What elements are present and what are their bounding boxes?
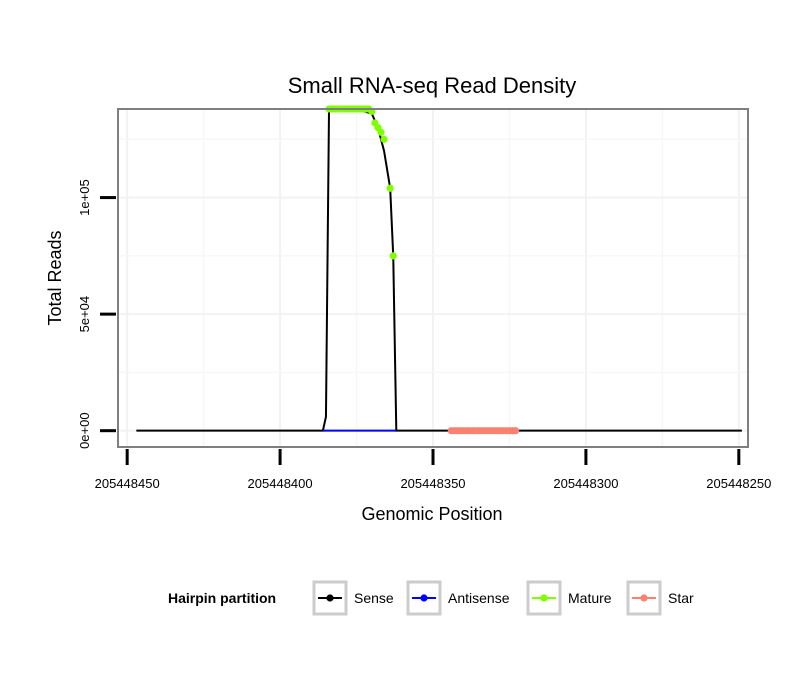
- legend-key-point: [540, 594, 548, 602]
- data-point-mature: [380, 135, 388, 143]
- data-point-mature: [386, 184, 394, 192]
- x-axis: 205448450 205448400 205448350 205448300 2054…: [95, 449, 771, 491]
- legend-item-antisense: Antisense: [406, 580, 510, 616]
- legend-label: Sense: [354, 590, 394, 606]
- y-axis: 0e+00 5e+04 1e+05: [77, 179, 116, 449]
- legend-key-point: [326, 594, 334, 602]
- plot-panel-border: [117, 108, 749, 448]
- data-point-star: [511, 427, 520, 435]
- legend-label: Antisense: [448, 590, 510, 606]
- legend-key-point: [420, 594, 428, 602]
- legend-item-mature: Mature: [526, 580, 612, 616]
- legend-label: Mature: [568, 590, 612, 606]
- legend-title: Hairpin partition: [168, 590, 276, 606]
- x-tick-label: 205448250: [706, 476, 771, 491]
- legend-item-sense: Sense: [312, 580, 394, 616]
- y-tick-label: 0e+00: [77, 412, 92, 449]
- x-tick-label: 205448400: [248, 476, 313, 491]
- x-axis-title: Genomic Position: [361, 504, 502, 524]
- data-point-mature: [389, 252, 397, 260]
- legend-key-point: [640, 594, 648, 602]
- legend: Hairpin partition Sense Antisense Mature St…: [168, 580, 694, 616]
- data-point-mature: [377, 128, 385, 136]
- x-tick-label: 205448350: [400, 476, 465, 491]
- chart-title: Small RNA-seq Read Density: [288, 73, 577, 98]
- y-tick-label: 5e+04: [77, 296, 92, 333]
- legend-label: Star: [668, 590, 694, 606]
- x-tick-label: 205448450: [95, 476, 160, 491]
- y-tick-label: 1e+05: [77, 179, 92, 216]
- legend-item-star: Star: [626, 580, 694, 616]
- y-axis-title: Total Reads: [45, 230, 65, 325]
- x-tick-label: 205448300: [553, 476, 618, 491]
